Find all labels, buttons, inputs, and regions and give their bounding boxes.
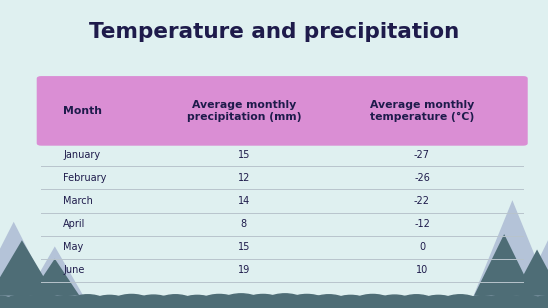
Text: May: May xyxy=(63,242,83,252)
Text: March: March xyxy=(63,196,93,206)
Text: -12: -12 xyxy=(414,219,430,229)
FancyBboxPatch shape xyxy=(37,76,528,146)
Text: 0: 0 xyxy=(419,242,425,252)
Circle shape xyxy=(239,294,287,308)
Circle shape xyxy=(328,295,373,308)
Circle shape xyxy=(372,295,418,308)
Circle shape xyxy=(44,296,88,308)
Text: February: February xyxy=(63,173,106,183)
Circle shape xyxy=(460,296,504,308)
Circle shape xyxy=(526,296,548,308)
Circle shape xyxy=(20,294,68,308)
Text: 15: 15 xyxy=(238,150,250,160)
Text: 8: 8 xyxy=(241,219,247,229)
Text: 12: 12 xyxy=(238,173,250,183)
Circle shape xyxy=(349,294,397,308)
Circle shape xyxy=(0,296,21,308)
Circle shape xyxy=(87,295,132,308)
Text: Average monthly
temperature (°C): Average monthly temperature (°C) xyxy=(370,99,474,122)
Circle shape xyxy=(481,295,528,308)
Polygon shape xyxy=(0,222,58,308)
Text: April: April xyxy=(63,219,85,229)
Circle shape xyxy=(283,294,331,308)
Circle shape xyxy=(504,295,548,308)
Text: -22: -22 xyxy=(414,196,430,206)
Text: 19: 19 xyxy=(238,265,250,275)
Circle shape xyxy=(305,295,352,308)
Circle shape xyxy=(437,295,484,308)
Polygon shape xyxy=(0,240,55,296)
Circle shape xyxy=(216,294,266,308)
Text: Average monthly
precipitation (mm): Average monthly precipitation (mm) xyxy=(187,100,301,122)
Circle shape xyxy=(0,295,45,308)
Circle shape xyxy=(175,295,220,308)
Circle shape xyxy=(416,295,461,308)
Circle shape xyxy=(393,295,440,308)
Text: June: June xyxy=(63,265,84,275)
Text: 15: 15 xyxy=(238,242,250,252)
Circle shape xyxy=(64,295,111,308)
Polygon shape xyxy=(30,259,79,296)
Circle shape xyxy=(107,294,156,308)
Circle shape xyxy=(130,295,176,308)
Circle shape xyxy=(195,294,243,308)
Polygon shape xyxy=(474,234,534,296)
Text: Temperature and precipitation: Temperature and precipitation xyxy=(89,22,459,42)
Polygon shape xyxy=(19,246,90,308)
Polygon shape xyxy=(512,249,548,296)
Text: 10: 10 xyxy=(416,265,428,275)
Polygon shape xyxy=(515,240,548,308)
Polygon shape xyxy=(469,200,548,308)
Circle shape xyxy=(152,295,199,308)
Text: -27: -27 xyxy=(414,150,430,160)
Text: Month: Month xyxy=(63,106,102,116)
Text: 14: 14 xyxy=(238,196,250,206)
Text: -26: -26 xyxy=(414,173,430,183)
Circle shape xyxy=(260,294,310,308)
Text: January: January xyxy=(63,150,100,160)
